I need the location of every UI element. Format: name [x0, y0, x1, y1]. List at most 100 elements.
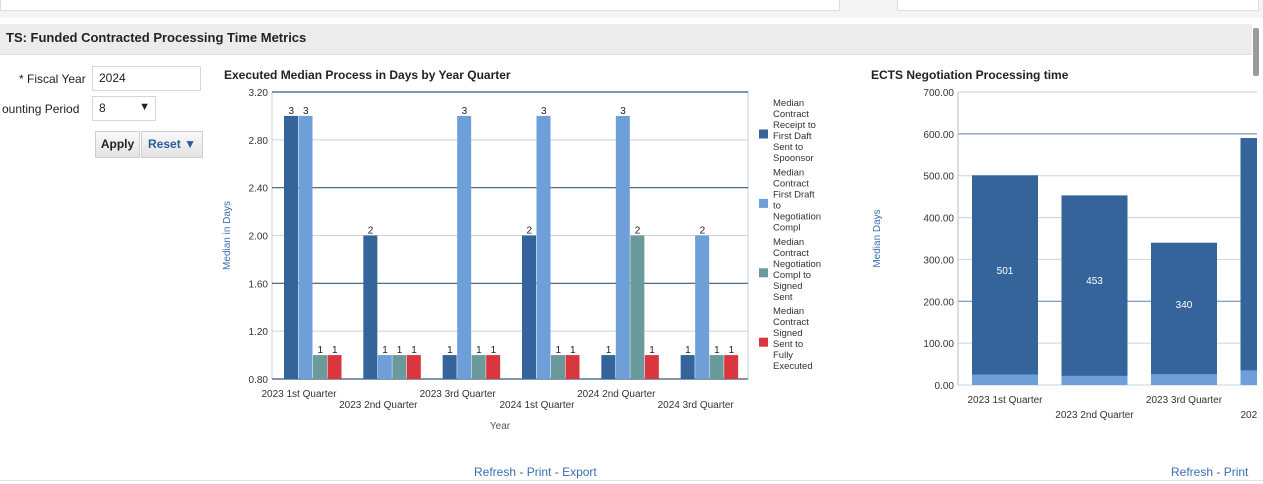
section-title: TS: Funded Contracted Processing Time Me…	[6, 30, 307, 45]
chart1-x-axis-label: Year	[490, 421, 511, 432]
accounting-period-select[interactable]: 8 ▼	[92, 96, 156, 121]
chart1-data-label: 1	[476, 345, 482, 356]
chart1-bar	[406, 355, 421, 379]
chart1-data-label: 3	[462, 106, 468, 117]
chart1-data-label: 2	[700, 226, 706, 237]
chart1-legend-label: Negotiation	[773, 259, 821, 270]
chart1-y-tick-label: 2.00	[249, 232, 269, 243]
chart2-svg: 0.00 100.00 200.00 300.00 400.00 500.00 600.00…	[872, 88, 1258, 421]
refresh-link[interactable]: Refresh	[1171, 465, 1214, 479]
chart2-y-tick-label: 100.00	[923, 339, 954, 350]
chart1-x-tick-label: 2024 1st Quarter	[499, 400, 575, 411]
link-separator: -	[1213, 465, 1224, 479]
fiscal-year-input[interactable]: 2024	[92, 66, 201, 91]
vertical-scrollbar[interactable]	[1253, 28, 1259, 76]
chart1-bar	[644, 355, 659, 379]
chart1-data-label: 1	[317, 345, 323, 356]
chart1-x-tick-label: 2023 2nd Quarter	[339, 400, 418, 411]
dropdown-arrow-icon: ▼	[139, 101, 150, 113]
chart2-bar	[972, 175, 1038, 385]
chart2-data-label: 453	[1086, 276, 1103, 287]
chart2-y-tick-label: 0.00	[935, 381, 955, 392]
chart1-data-label: 2	[635, 226, 641, 237]
chart1-legend-swatch	[759, 337, 768, 347]
chart1-y-tick-label: 2.40	[249, 184, 269, 195]
chart1-legend-swatch	[759, 198, 768, 208]
chart1-x-tick-label: 2024 3rd Quarter	[658, 400, 735, 411]
chart1-bar	[284, 115, 298, 379]
accounting-period-label: ounting Period	[2, 102, 80, 116]
chart1-bar	[377, 355, 392, 379]
chart1-footer-links: Refresh - Print - Export	[474, 465, 597, 479]
chart2-data-label: 340	[1176, 300, 1193, 311]
chart1-data-label: 2	[526, 226, 532, 237]
chart2-y-tick-label: 600.00	[923, 130, 954, 141]
refresh-link[interactable]: Refresh	[474, 465, 517, 479]
print-link[interactable]: Print	[1223, 465, 1249, 479]
chart1-bar	[601, 355, 616, 379]
chart1-y-axis-label: Median in Days	[222, 201, 233, 270]
chart1-bar	[327, 355, 342, 379]
chart1-data-label: 2	[368, 226, 374, 237]
chart1-legend-label: Executed	[773, 361, 813, 372]
chart1-legend-label: First Daft	[773, 131, 812, 142]
chart1-legend-label: Median	[773, 306, 804, 317]
chart1-data-label: 1	[570, 345, 576, 356]
chart1-legend-label: Sent to	[773, 339, 803, 350]
chart1-x-tick-label: 2023 3rd Quarter	[420, 389, 497, 400]
accounting-period-value: 8	[99, 101, 106, 115]
chart1-bar	[522, 235, 536, 379]
chart1-bar	[442, 355, 457, 379]
chart1-data-label: 1	[447, 345, 453, 356]
chart1-legend-label: Contract	[773, 109, 809, 120]
chart2-y-axis-label: Median Days	[872, 209, 883, 267]
chart1-x-tick-label: 2024 2nd Quarter	[577, 389, 656, 400]
chart1-data-label: 1	[606, 345, 612, 356]
chart1-bar	[551, 355, 565, 379]
chart2-bar-segment	[1061, 375, 1128, 385]
chart2-x-tick-label: 2023 2nd Quarter	[1055, 410, 1134, 421]
apply-button[interactable]: Apply	[95, 131, 140, 158]
chart1-y-tick-label: 1.20	[249, 327, 269, 338]
chart1-legend-label: Median	[773, 167, 804, 178]
chart1-y-tick-label: 0.80	[249, 375, 269, 386]
chart1-legend-label: Median	[773, 237, 804, 248]
reset-button[interactable]: Reset ▼	[141, 131, 203, 158]
chart1-y-tick-label: 3.20	[249, 88, 269, 99]
chart1-bar	[680, 355, 695, 379]
chart1-legend-label: Contract	[773, 248, 809, 259]
chart2-bar	[1061, 195, 1128, 385]
top-panel-right	[897, 0, 1259, 11]
chart1-legend-label: Sent	[773, 292, 793, 303]
chart1-title: Executed Median Process in Days by Year …	[224, 68, 511, 82]
chart1-y-tick-label: 1.60	[249, 279, 269, 290]
chart1-data-label: 1	[729, 345, 735, 356]
chart2-x-tick-label: 2023 1st Quarter	[967, 395, 1043, 406]
chart1-legend-label: Fully	[773, 350, 793, 361]
chart2-y-tick-label: 300.00	[923, 255, 954, 266]
top-panel-left	[0, 0, 840, 11]
top-panels	[0, 0, 1263, 18]
chart2-y-tick-label: 400.00	[923, 214, 954, 225]
chart1-data-label: 1	[332, 345, 338, 356]
chart2-bar-segment	[1151, 374, 1217, 385]
chart1-data-label: 3	[303, 106, 309, 117]
print-link[interactable]: Print	[526, 465, 552, 479]
chart1-bar	[486, 355, 501, 379]
chart1-legend-label: Median	[773, 98, 804, 109]
chart1-svg: 0.80 1.20 1.60 2.00 2.40 2.80 3.20 Median in Da…	[222, 88, 821, 432]
chart1-legend-label: Sent to	[773, 142, 803, 153]
chart1-legend-label: Contract	[773, 317, 809, 328]
chart1-bar	[457, 115, 472, 379]
chart1-bar	[709, 355, 724, 379]
chart1-legend-label: Receipt to	[773, 120, 816, 131]
chart1-legend-label: Compl to	[773, 270, 811, 281]
chart2-bar-segment	[972, 374, 1038, 385]
chart2-bar	[1151, 242, 1217, 385]
chart1-bar	[313, 355, 327, 379]
export-link[interactable]: Export	[562, 465, 597, 479]
chart1-data-label: 1	[382, 345, 388, 356]
chart2-x-tick-label: 2023 3rd Quarter	[1146, 395, 1223, 406]
chart2-footer-links: Refresh - Print	[1171, 465, 1248, 479]
chart2-bar	[1240, 138, 1257, 385]
